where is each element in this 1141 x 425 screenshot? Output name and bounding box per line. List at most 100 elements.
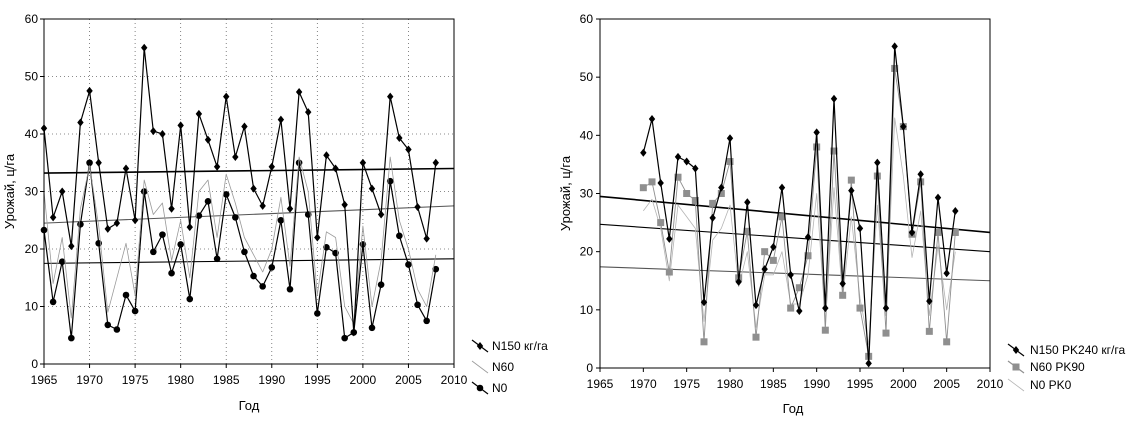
point-n150-pk240-1970 <box>640 148 647 157</box>
left-chart-y-axis-label: Урожай, ц/га <box>2 153 17 229</box>
right-chart-trendlines <box>599 195 991 282</box>
point-n60-pk90-1978 <box>709 199 717 207</box>
legend-marker-n60-pk90 <box>1012 363 1020 371</box>
point-n150-pk240-1988 <box>796 306 803 315</box>
right-chart-series <box>639 42 959 368</box>
point-n0-1975 <box>131 307 139 315</box>
legend-marker-n0 <box>476 384 484 392</box>
point-n0-1977 <box>150 248 157 256</box>
point-n0-2001 <box>368 324 376 332</box>
x-tick-label-2000: 2000 <box>890 377 917 391</box>
point-n150-1969 <box>77 118 84 127</box>
y-tick-label-20: 20 <box>25 242 39 256</box>
point-n60-pk90-1972 <box>657 219 665 227</box>
y-tick-label-40: 40 <box>580 128 594 142</box>
point-n0-1980 <box>177 241 184 248</box>
point-n150-pk240-1997 <box>874 158 881 167</box>
legend-symbol-n0 <box>471 381 489 395</box>
x-tick-label-2005: 2005 <box>933 377 960 391</box>
point-n0-1968 <box>68 334 75 342</box>
point-n150-2000 <box>359 158 367 167</box>
x-tick-label-2010: 2010 <box>441 373 468 387</box>
point-n150-1970 <box>86 86 93 95</box>
point-n150-1977 <box>150 127 157 136</box>
legend-label-n60-pk90: N60 PK90 <box>1030 360 1085 374</box>
point-n150-1997 <box>332 164 339 173</box>
y-tick-label-0: 0 <box>31 357 38 371</box>
point-n150-pk240-1984 <box>761 265 768 274</box>
point-n60-pk90-1990 <box>813 143 821 151</box>
legend-marker-n150-pk240 <box>1012 346 1020 354</box>
point-n0-2002 <box>377 281 385 288</box>
point-n150-pk240-1972 <box>657 179 664 188</box>
point-n150-2005 <box>405 145 412 154</box>
point-n150-pk240-1987 <box>787 270 794 279</box>
point-n60-pk90-1976 <box>691 196 699 204</box>
series-n150-pk240 <box>640 42 959 368</box>
point-n150-1974 <box>122 164 130 173</box>
legend-item-n150: N150 кг/га <box>471 339 548 353</box>
point-n60-pk90-1983 <box>752 333 760 341</box>
x-tick-label-1965: 1965 <box>587 377 614 391</box>
point-n60-pk90-2005 <box>943 338 951 346</box>
point-n0-1976 <box>140 188 148 195</box>
right-chart-legend: N150 PK240 кг/га N60 PK90 N0 PK0 <box>1007 343 1125 392</box>
point-n150-pk240-2002 <box>917 170 924 179</box>
point-n150-1998 <box>341 200 348 209</box>
point-n150-1968 <box>68 242 75 251</box>
point-n60-pk90-1991 <box>821 326 829 334</box>
point-n150-1973 <box>113 219 121 228</box>
legend-label-n150-pk240: N150 PK240 кг/га <box>1030 343 1125 357</box>
point-n150-pk240-1973 <box>666 234 673 243</box>
point-n60-pk90-1993 <box>839 291 847 299</box>
point-n150-pk240-1991 <box>822 304 829 313</box>
y-tick-label-60: 60 <box>25 12 39 26</box>
point-n150-2007 <box>423 234 430 243</box>
point-n0-1985 <box>222 191 230 198</box>
point-n60-pk90-1975 <box>683 190 691 197</box>
point-n150-1985 <box>223 92 230 101</box>
point-n0-1989 <box>259 283 266 290</box>
legend-item-n150-pk240: N150 PK240 кг/га <box>1007 343 1125 357</box>
left-chart-ticks: 1965 1970 1975 1980 1985 1990 1995 2000 2005 2010… <box>25 12 468 387</box>
y-tick-label-50: 50 <box>580 70 594 84</box>
x-tick-label-1975: 1975 <box>122 373 149 387</box>
point-n0-1983 <box>204 197 212 205</box>
point-n150-2001 <box>368 184 376 193</box>
point-n60-pk90-1998 <box>882 329 890 337</box>
point-n150-2008 <box>432 158 439 167</box>
point-n150-1984 <box>213 162 221 171</box>
x-tick-label-1985: 1985 <box>213 373 240 387</box>
point-n150-pk240-1971 <box>648 115 656 124</box>
point-n0-1984 <box>213 255 221 263</box>
point-n150-pk240-1978 <box>709 213 716 222</box>
series-n0 <box>40 159 440 342</box>
x-tick-label-2000: 2000 <box>350 373 377 387</box>
x-tick-label-1980: 1980 <box>717 377 744 391</box>
y-tick-label-30: 30 <box>25 185 39 199</box>
point-n150-pk240-2000 <box>900 122 907 131</box>
point-n150-1966 <box>49 213 57 222</box>
series-n60 <box>43 156 437 325</box>
point-n150-1971 <box>95 158 102 167</box>
point-n150-pk240-2004 <box>934 193 942 202</box>
x-tick-label-1990: 1990 <box>258 373 285 387</box>
point-n60-pk90-1970 <box>639 184 647 192</box>
left-chart: 1965 1970 1975 1980 1985 1990 1995 2000 2005 2010… <box>2 12 548 413</box>
point-n150-pk240-1982 <box>744 198 751 207</box>
point-n60-pk90-1982 <box>743 227 751 235</box>
point-n0-1966 <box>49 298 57 306</box>
point-n150-pk240-1979 <box>718 183 725 192</box>
point-n150-pk240-1992 <box>830 94 838 103</box>
point-n0-1991 <box>277 216 285 224</box>
point-n150-pk240-1996 <box>865 359 872 368</box>
point-n0-2007 <box>423 317 430 325</box>
point-n60-pk90-2004 <box>934 228 942 236</box>
legend-label-n0-pk0: N0 PK0 <box>1030 378 1072 392</box>
point-n60-pk90-1989 <box>804 252 812 260</box>
legend-line-n0-pk0 <box>1007 378 1025 392</box>
legend-symbol-n150 <box>471 339 489 353</box>
point-n150-pk240-1974 <box>674 152 682 161</box>
point-n60-pk90-1977 <box>700 338 708 346</box>
